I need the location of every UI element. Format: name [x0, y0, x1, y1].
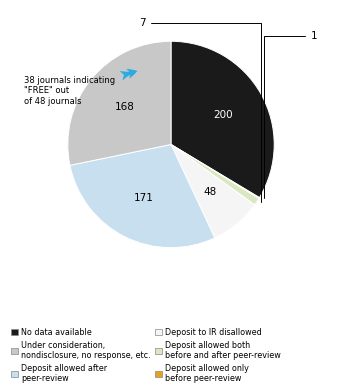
- Wedge shape: [68, 41, 171, 165]
- Text: 171: 171: [134, 193, 154, 203]
- Wedge shape: [171, 144, 255, 238]
- Wedge shape: [171, 144, 260, 199]
- Text: 48: 48: [204, 187, 217, 197]
- Text: 168: 168: [115, 102, 134, 112]
- Text: 1: 1: [264, 31, 317, 198]
- Wedge shape: [171, 144, 259, 205]
- Text: 200: 200: [213, 110, 233, 120]
- Text: 38 journals indicating
"FREE" out
of 48 journals: 38 journals indicating "FREE" out of 48 …: [25, 69, 137, 106]
- Text: 7: 7: [139, 18, 261, 202]
- Wedge shape: [171, 41, 274, 198]
- Legend: No data available, Under consideration,
nondisclosure, no response, etc., Deposi: No data available, Under consideration, …: [11, 328, 281, 383]
- Wedge shape: [70, 144, 215, 248]
